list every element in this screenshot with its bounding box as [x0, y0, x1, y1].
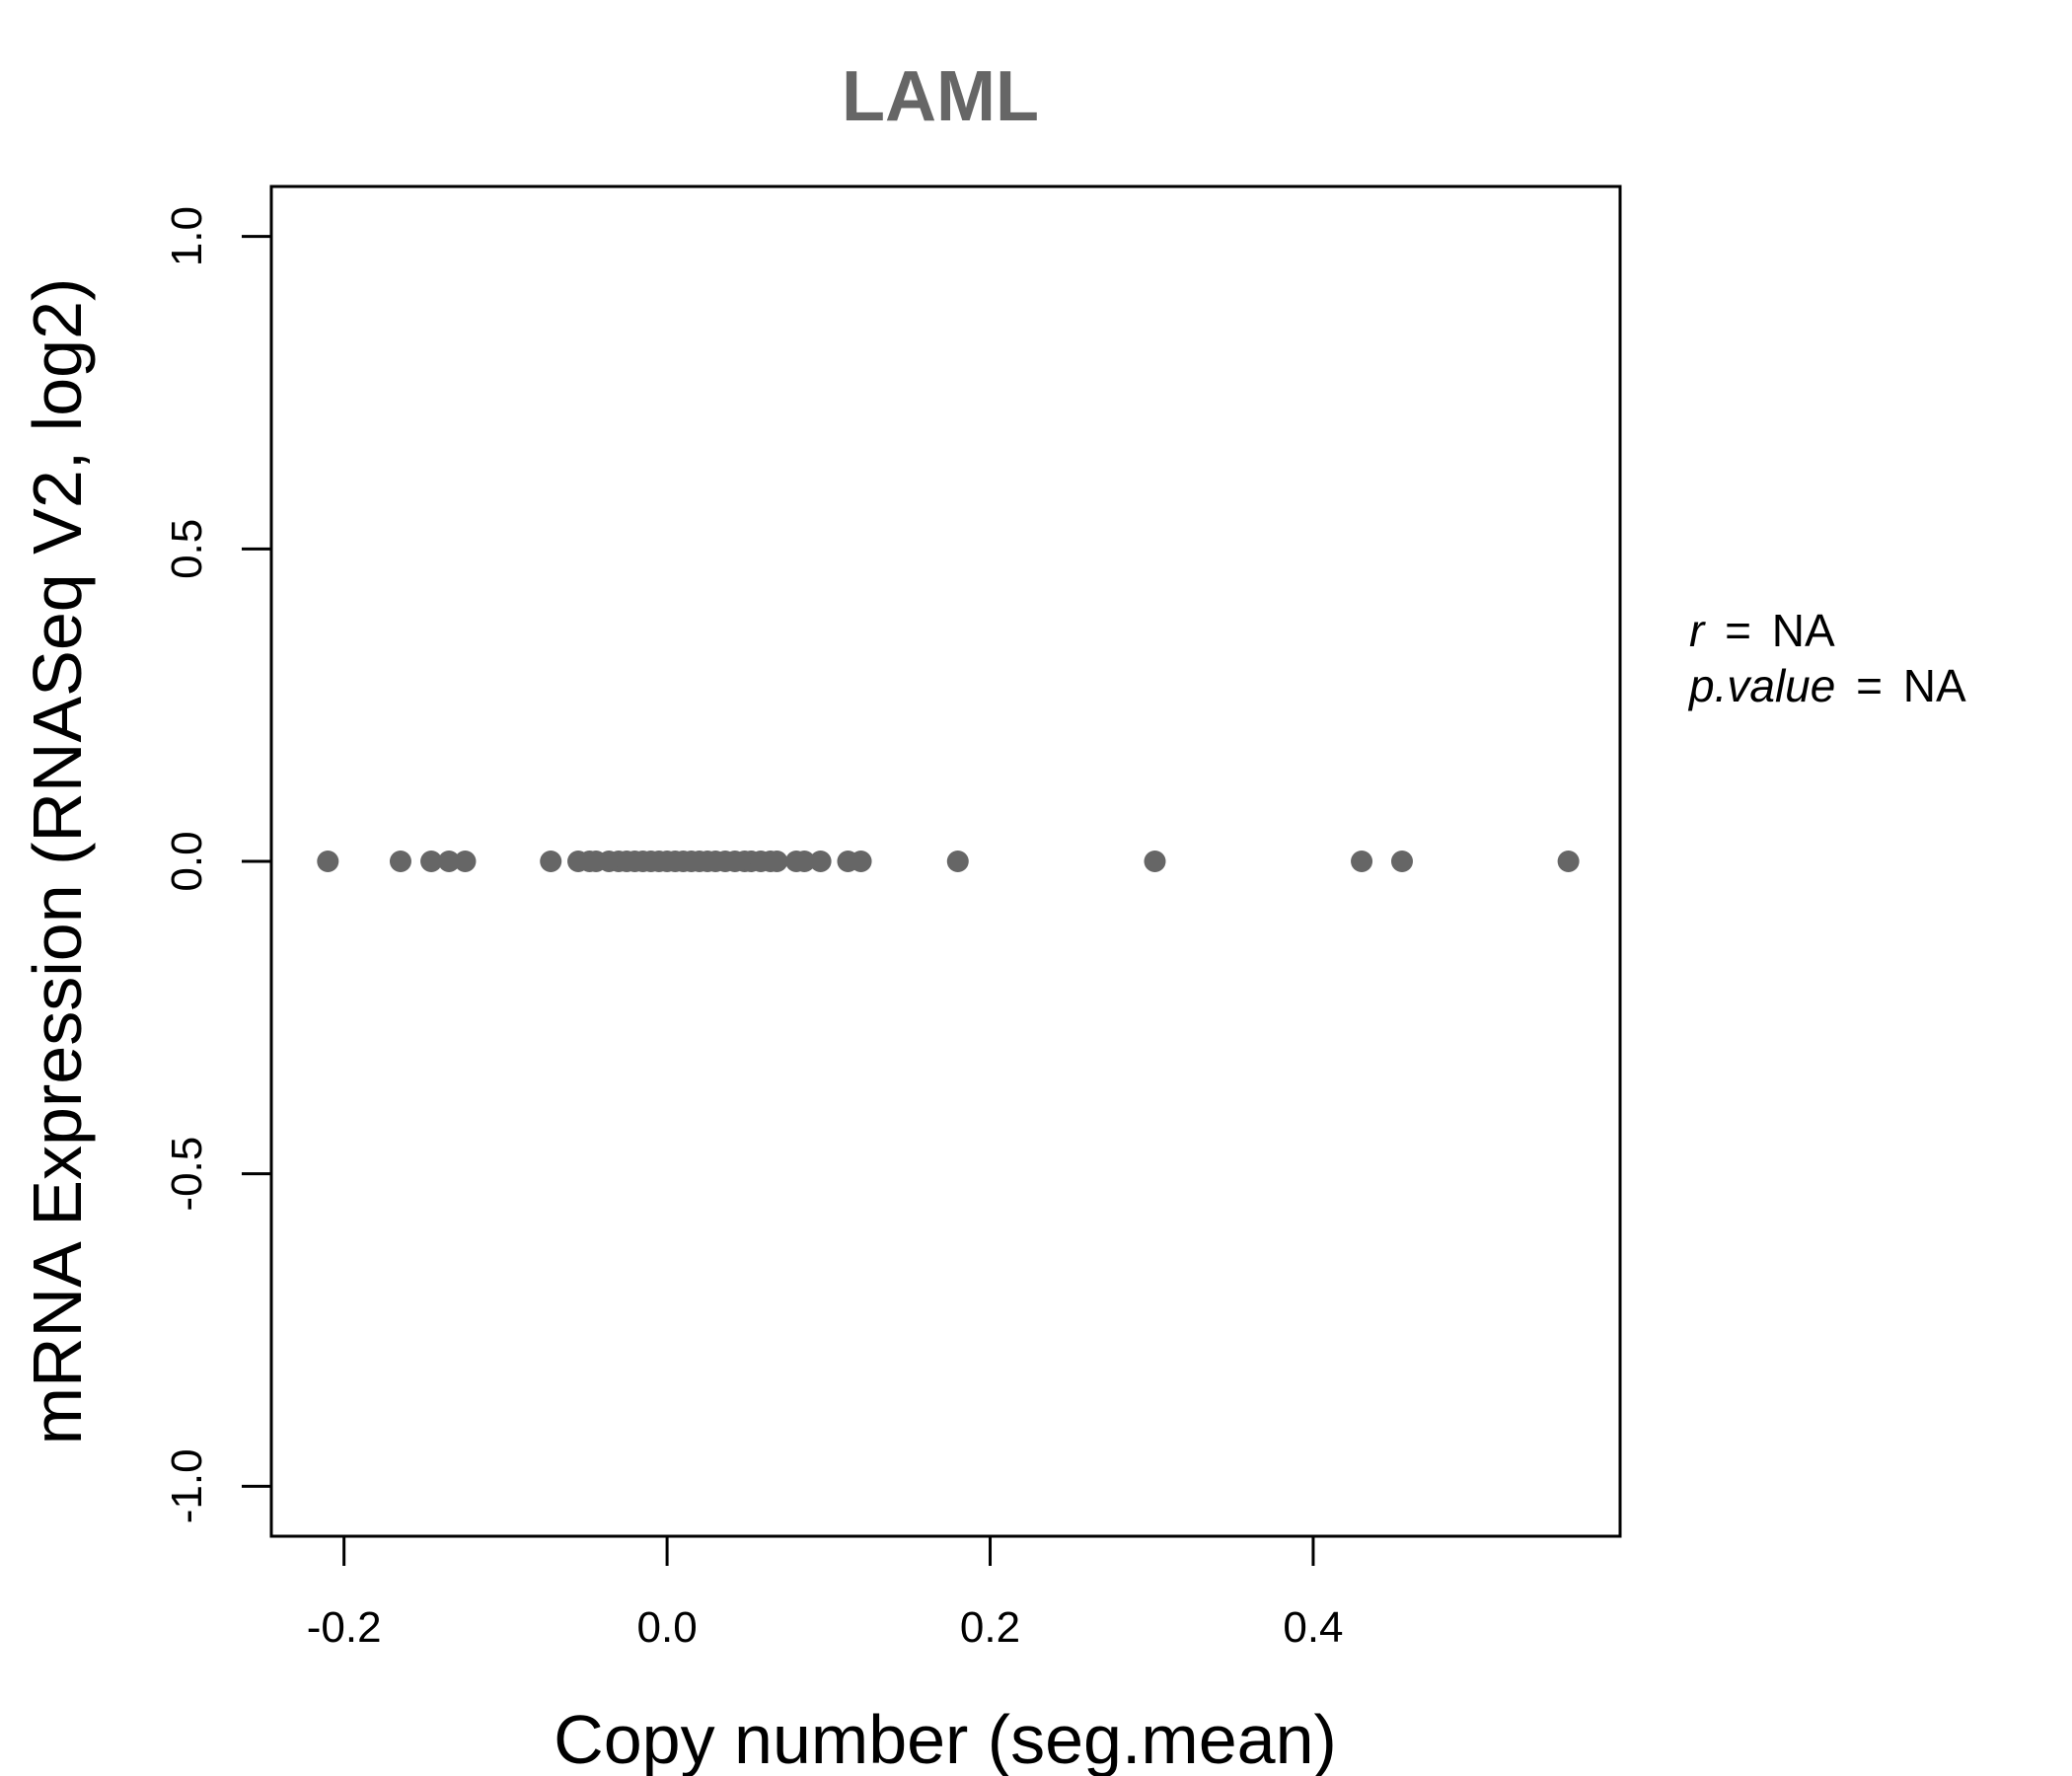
x-tick-label: 0.0 [637, 1603, 698, 1652]
data-point [454, 851, 477, 872]
x-axis: -0.2 0.0 0.2 0.4 [307, 1534, 1344, 1652]
data-point [438, 851, 461, 872]
correlation-r: r = NA [1689, 605, 1835, 656]
r-equals: = [1725, 605, 1751, 656]
y-axis: -1.0 -0.5 0.0 0.5 1.0 [163, 206, 273, 1523]
data-point [1557, 851, 1580, 872]
data-points [317, 851, 1580, 872]
y-axis-title: mRNA Expression (RNASeq V2, log2) [19, 278, 96, 1445]
data-point [1351, 851, 1373, 872]
p-value: p.value = NA [1687, 660, 1966, 711]
y-tick-label: -1.0 [163, 1448, 211, 1523]
data-point [850, 851, 872, 872]
data-point [766, 851, 788, 872]
x-tick-label: 0.4 [1283, 1603, 1343, 1652]
p-value-text: NA [1903, 660, 1966, 711]
r-value: NA [1772, 605, 1835, 656]
y-tick-label: 1.0 [163, 206, 211, 266]
x-tick-label: 0.2 [960, 1603, 1020, 1652]
data-point [540, 851, 562, 872]
data-point [1390, 851, 1413, 872]
p-symbol: p.value [1687, 660, 1835, 711]
y-tick-label: 0.5 [163, 519, 211, 579]
data-point [809, 851, 832, 872]
data-point [389, 851, 411, 872]
x-tick-label: -0.2 [307, 1603, 382, 1652]
chart-title: LAML [842, 57, 1039, 136]
x-axis-title: Copy number (seg.mean) [554, 1701, 1337, 1776]
data-point [1144, 851, 1166, 872]
data-point [793, 851, 816, 872]
data-point [420, 851, 443, 872]
data-point [317, 851, 339, 872]
y-tick-label: 0.0 [163, 831, 211, 891]
y-tick-label: -0.5 [163, 1137, 211, 1212]
data-point [946, 851, 969, 872]
r-symbol: r [1689, 605, 1706, 656]
p-equals: = [1856, 660, 1883, 711]
